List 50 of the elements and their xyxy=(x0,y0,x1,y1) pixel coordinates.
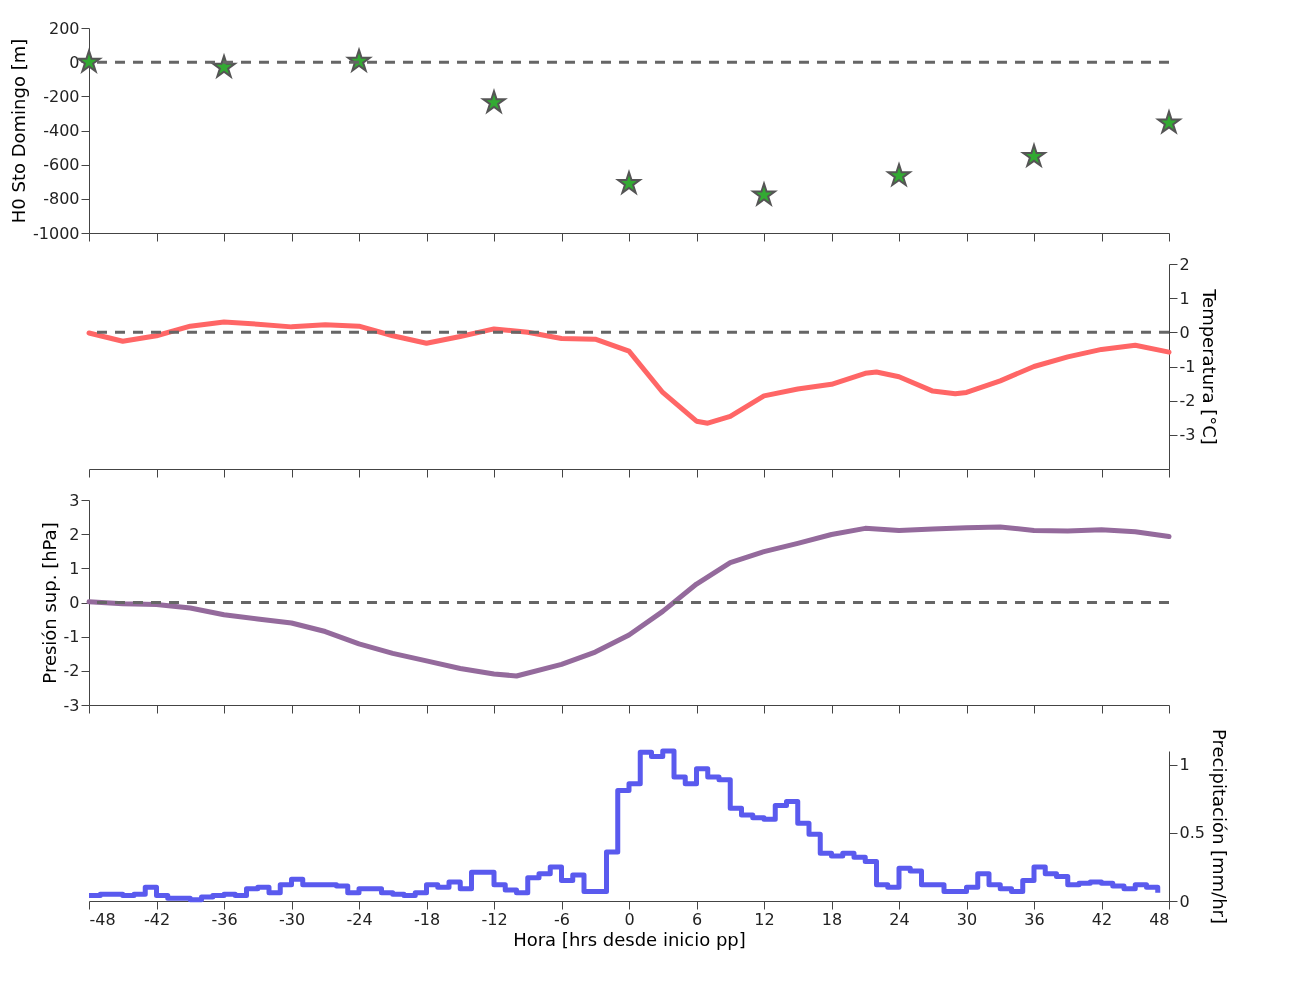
y-tick-label: 1 xyxy=(1179,755,1190,775)
y-axis-title: Precipitación [mm/hr] xyxy=(1208,728,1230,925)
y-tick-label: -600 xyxy=(43,155,80,175)
x-tick-label: 30 xyxy=(956,909,978,929)
point xyxy=(482,90,506,113)
x-tick-label: -24 xyxy=(346,909,373,929)
x-tick-label: 12 xyxy=(754,909,775,929)
x-tick-label: -12 xyxy=(481,909,508,929)
point xyxy=(1022,144,1046,167)
y-tick-label: 1 xyxy=(1179,288,1190,308)
y-tick-label: -3 xyxy=(63,695,80,715)
y-axis-title: H0 Sto Domingo [m] xyxy=(8,38,30,224)
y-tick-label: 3 xyxy=(69,490,80,510)
point xyxy=(212,54,236,78)
x-tick-label: 24 xyxy=(889,909,910,929)
x-tick-label: -42 xyxy=(143,909,171,929)
x-tick-label: 42 xyxy=(1091,909,1113,929)
y-tick-label: 0 xyxy=(1179,891,1190,911)
y-tick-label: -200 xyxy=(43,86,80,106)
x-tick-label: 48 xyxy=(1149,909,1170,929)
y-tick-label: 0 xyxy=(1179,322,1190,342)
y-tick-label: 1 xyxy=(69,558,80,578)
y-tick-label: 0 xyxy=(69,52,80,72)
y-tick-label: -2 xyxy=(63,661,80,681)
y-tick-label: -1000 xyxy=(33,223,80,243)
x-tick-label: 36 xyxy=(1024,909,1045,929)
y-tick-label: 2 xyxy=(1179,254,1190,274)
y-tick-label: -3 xyxy=(1179,425,1196,445)
x-tick-label: 0 xyxy=(624,909,635,929)
y-tick-label: 2 xyxy=(69,524,80,544)
y-tick-label: 0 xyxy=(69,593,80,612)
y-tick-label: -1 xyxy=(63,627,80,647)
x-tick-label: -36 xyxy=(211,909,238,929)
x-tick-label: -30 xyxy=(278,909,306,929)
y-tick-label: 200 xyxy=(48,18,80,38)
x-axis-title: Hora [hrs desde inicio pp] xyxy=(513,928,746,950)
y-axis-title: Temperatura [°C] xyxy=(1199,288,1221,445)
y-tick-label: -800 xyxy=(43,189,80,209)
x-tick-label: -6 xyxy=(554,909,570,929)
y-tick-label: -400 xyxy=(43,121,80,140)
y-tick-label: 0.5 xyxy=(1179,823,1205,843)
y-tick-label: -1 xyxy=(1179,357,1196,376)
y-axis-title: Presión sup. [hPa] xyxy=(38,522,60,684)
y-tick-label: -2 xyxy=(1179,391,1196,411)
x-tick-label: -18 xyxy=(413,909,441,929)
x-tick-label: -48 xyxy=(89,909,116,929)
point xyxy=(887,163,911,186)
x-tick-label: 6 xyxy=(691,909,703,929)
x-tick-label: 18 xyxy=(821,909,843,929)
point xyxy=(617,171,641,194)
